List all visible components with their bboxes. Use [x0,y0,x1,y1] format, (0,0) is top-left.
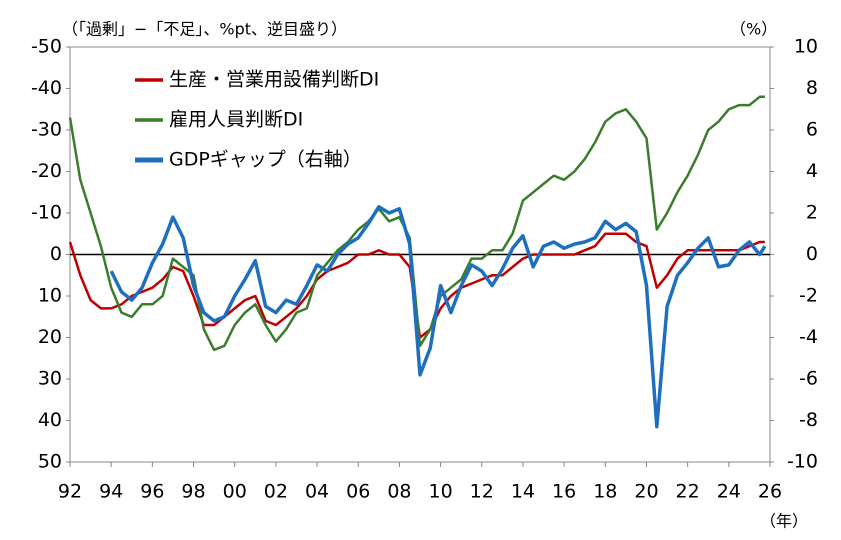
x-tick-label: 20 [634,481,658,503]
y2-tick-label: -10 [787,451,818,473]
y2-tick-label: -8 [799,409,818,431]
x-tick-label: 18 [593,481,617,503]
y2-tick-label: 2 [806,202,818,224]
x-tick-label: 10 [428,481,452,503]
legend-label: 雇用人員判断DI [169,109,303,131]
y-tick-label: -10 [31,202,62,224]
x-tick-label: 08 [387,481,411,503]
x-axis-label: （年） [760,512,808,531]
legend-label: GDPギャップ（右軸） [169,149,362,171]
y-tick-label: 20 [38,326,62,348]
x-tick-label: 02 [264,481,288,503]
x-tick-label: 22 [676,481,700,503]
x-tick-label: 98 [181,481,205,503]
series-line [68,95,765,352]
y2-tick-label: 10 [794,36,818,58]
x-tick-label: 12 [470,481,494,503]
y-tick-label: -20 [31,160,62,182]
x-tick-label: 24 [717,481,741,503]
y-tick-label: -50 [31,36,62,58]
y2-tick-label: -2 [799,285,818,307]
x-tick-label: 16 [552,481,576,503]
x-tick-label: 00 [223,481,247,503]
y2-tick-label: -6 [799,368,818,390]
y-tick-label: 30 [38,368,62,390]
x-tick-label: 96 [140,481,164,503]
y-tick-label: 40 [38,409,62,431]
x-tick-label: 04 [305,481,329,503]
y-tick-label: 10 [38,285,62,307]
y2-tick-label: 0 [806,243,818,265]
y2-tick-label: 6 [806,119,818,141]
x-tick-label: 06 [346,481,370,503]
y2-tick-label: -4 [799,326,818,348]
x-tick-label: 94 [99,481,123,503]
x-tick-label: 14 [511,481,535,503]
y-tick-label: -40 [31,77,62,99]
y-tick-label: -30 [31,119,62,141]
y-tick-label: 50 [38,451,62,473]
y2-axis-label: （%） [730,20,777,39]
x-tick-label: 26 [758,481,782,503]
x-tick-label: 92 [58,481,82,503]
y-axis-label: （「過剰」−「不足」、%pt、逆目盛り） [62,20,347,39]
y2-tick-label: 8 [806,77,818,99]
y-tick-label: 0 [50,243,62,265]
y2-tick-label: 4 [806,160,818,182]
series-line [109,205,767,429]
legend-label: 生産・営業用設備判断DI [169,69,379,91]
